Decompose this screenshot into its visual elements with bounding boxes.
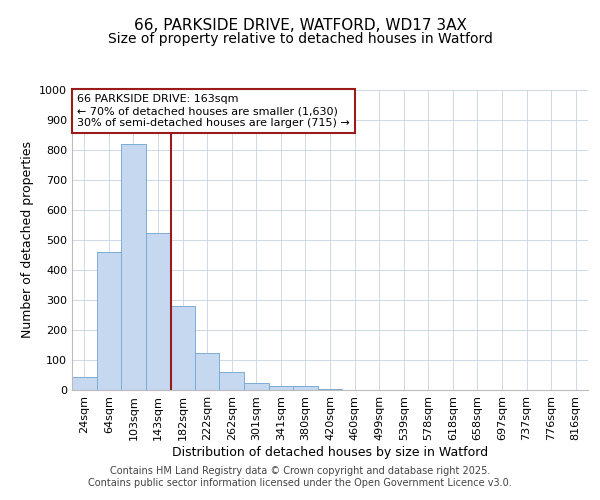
Bar xyxy=(97,252,121,390)
X-axis label: Distribution of detached houses by size in Watford: Distribution of detached houses by size … xyxy=(172,446,488,458)
Bar xyxy=(72,376,97,390)
Bar xyxy=(220,372,244,390)
Bar xyxy=(318,388,342,390)
Text: 66, PARKSIDE DRIVE, WATFORD, WD17 3AX: 66, PARKSIDE DRIVE, WATFORD, WD17 3AX xyxy=(133,18,467,32)
Text: Contains HM Land Registry data © Crown copyright and database right 2025.
Contai: Contains HM Land Registry data © Crown c… xyxy=(88,466,512,487)
Text: 66 PARKSIDE DRIVE: 163sqm
← 70% of detached houses are smaller (1,630)
30% of se: 66 PARKSIDE DRIVE: 163sqm ← 70% of detac… xyxy=(77,94,350,128)
Bar xyxy=(121,144,146,390)
Bar xyxy=(244,382,269,390)
Bar xyxy=(293,386,318,390)
Bar xyxy=(195,352,220,390)
Y-axis label: Number of detached properties: Number of detached properties xyxy=(20,142,34,338)
Bar xyxy=(269,386,293,390)
Text: Size of property relative to detached houses in Watford: Size of property relative to detached ho… xyxy=(107,32,493,46)
Bar xyxy=(170,306,195,390)
Bar xyxy=(146,232,170,390)
